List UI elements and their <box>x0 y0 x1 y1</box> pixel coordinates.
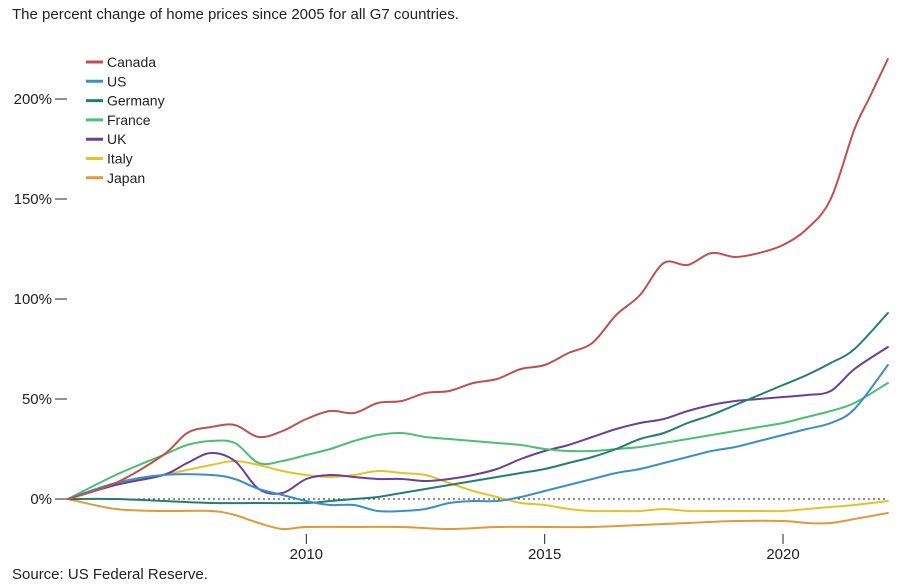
legend-item-germany: Germany <box>86 93 165 109</box>
legend-item-france: France <box>86 112 151 128</box>
series-line-italy <box>67 460 889 513</box>
y-tick-label: 150% <box>14 191 52 208</box>
y-tick-label: 100% <box>14 291 52 308</box>
y-tick-label: 0% <box>30 491 52 508</box>
x-axis: 2010 2015 2020 <box>290 534 800 563</box>
legend-item-uk: UK <box>86 131 127 147</box>
source-note: Source: US Federal Reserve. <box>12 566 208 583</box>
legend-label: France <box>107 112 151 128</box>
series-line-canada <box>67 58 889 500</box>
y-tick-label: 200% <box>14 91 52 108</box>
series-layer <box>67 58 889 531</box>
legend-item-japan: Japan <box>86 170 145 186</box>
y-axis: 0% 50% 100% 150% 200% <box>14 91 67 508</box>
legend: Canada US Germany France UK Italy Japan <box>86 54 165 186</box>
legend-item-us: US <box>86 73 126 89</box>
legend-item-canada: Canada <box>86 54 156 70</box>
x-tick-label: 2015 <box>528 546 561 563</box>
series-line-germany <box>67 312 889 505</box>
x-tick-label: 2020 <box>766 546 799 563</box>
legend-label: UK <box>107 131 127 147</box>
series-line-us <box>67 364 889 513</box>
legend-label: Canada <box>107 54 156 70</box>
legend-label: Japan <box>107 170 145 186</box>
series-line-france <box>67 382 889 500</box>
legend-label: Italy <box>107 151 133 167</box>
legend-item-italy: Italy <box>86 151 133 167</box>
x-tick-label: 2010 <box>290 546 323 563</box>
legend-label: Germany <box>107 93 165 109</box>
y-tick-label: 50% <box>22 391 52 408</box>
series-line-japan <box>67 498 889 531</box>
series-line-uk <box>67 346 889 500</box>
legend-label: US <box>107 73 126 89</box>
chart-title: The percent change of home prices since … <box>12 6 459 23</box>
